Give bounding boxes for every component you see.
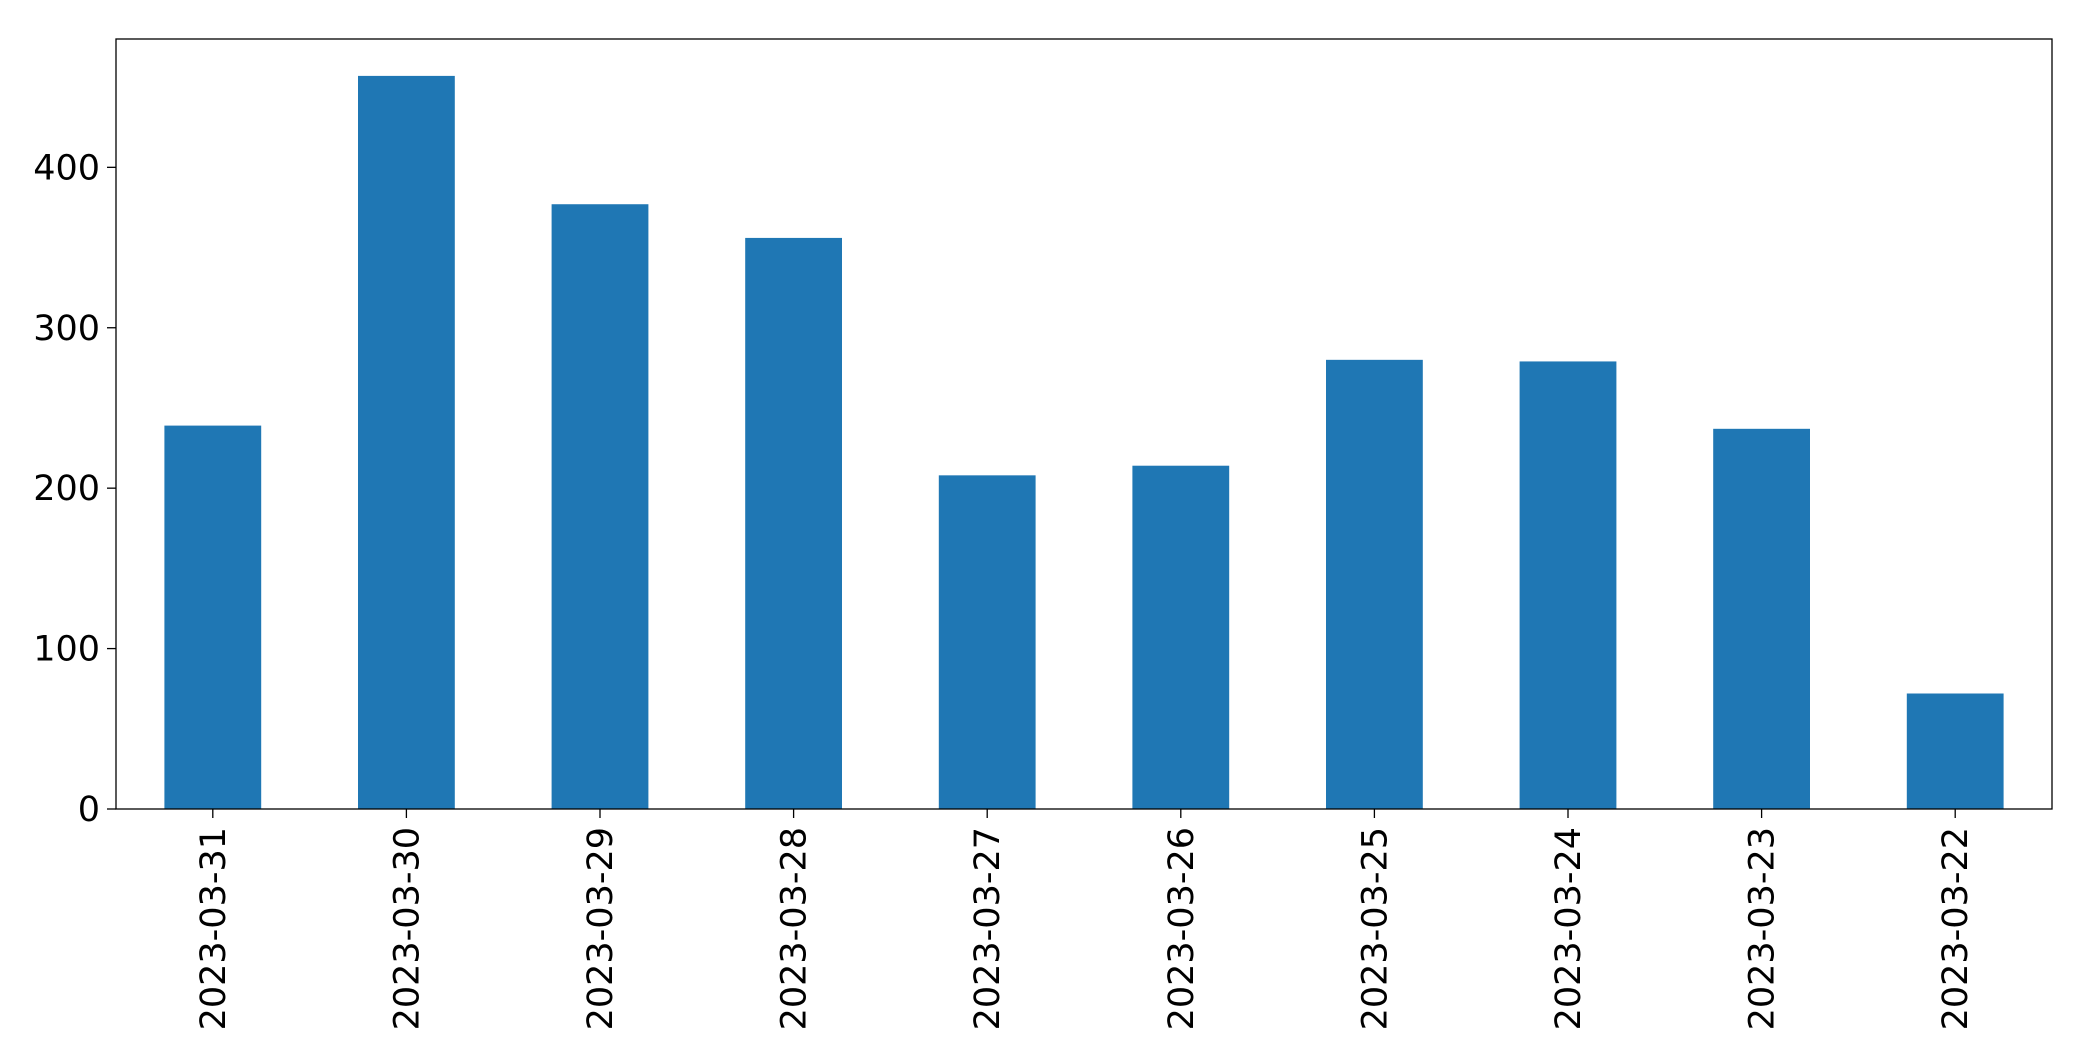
x-tick-label: 2023-03-28 [775,827,815,1030]
x-tick-label: 2023-03-23 [1743,827,1783,1030]
x-tick-label: 2023-03-26 [1162,827,1202,1030]
bar [164,425,262,809]
x-tick-label: 2023-03-29 [581,827,621,1030]
y-tick-label: 300 [33,309,100,349]
x-tick-label: 2023-03-31 [194,827,234,1030]
x-tick-label: 2023-03-24 [1549,827,1589,1030]
bar [1713,428,1810,809]
x-tick-label: 2023-03-22 [1936,827,1976,1030]
y-tick-label: 400 [33,148,100,188]
bar [1132,465,1230,809]
bar [551,204,649,809]
bar [1519,361,1617,809]
x-tick-label: 2023-03-27 [968,827,1008,1030]
x-tick-label: 2023-03-30 [387,827,427,1030]
plot-frame [115,38,2053,810]
bar [358,75,455,810]
y-tick-label: 0 [78,790,100,830]
y-tick-label: 100 [33,630,100,670]
y-tick-label: 200 [33,469,100,509]
bar [1906,693,2004,809]
bar [745,237,842,809]
bar [938,475,1036,809]
bar [1326,359,1423,809]
x-tick-label: 2023-03-25 [1355,827,1395,1030]
